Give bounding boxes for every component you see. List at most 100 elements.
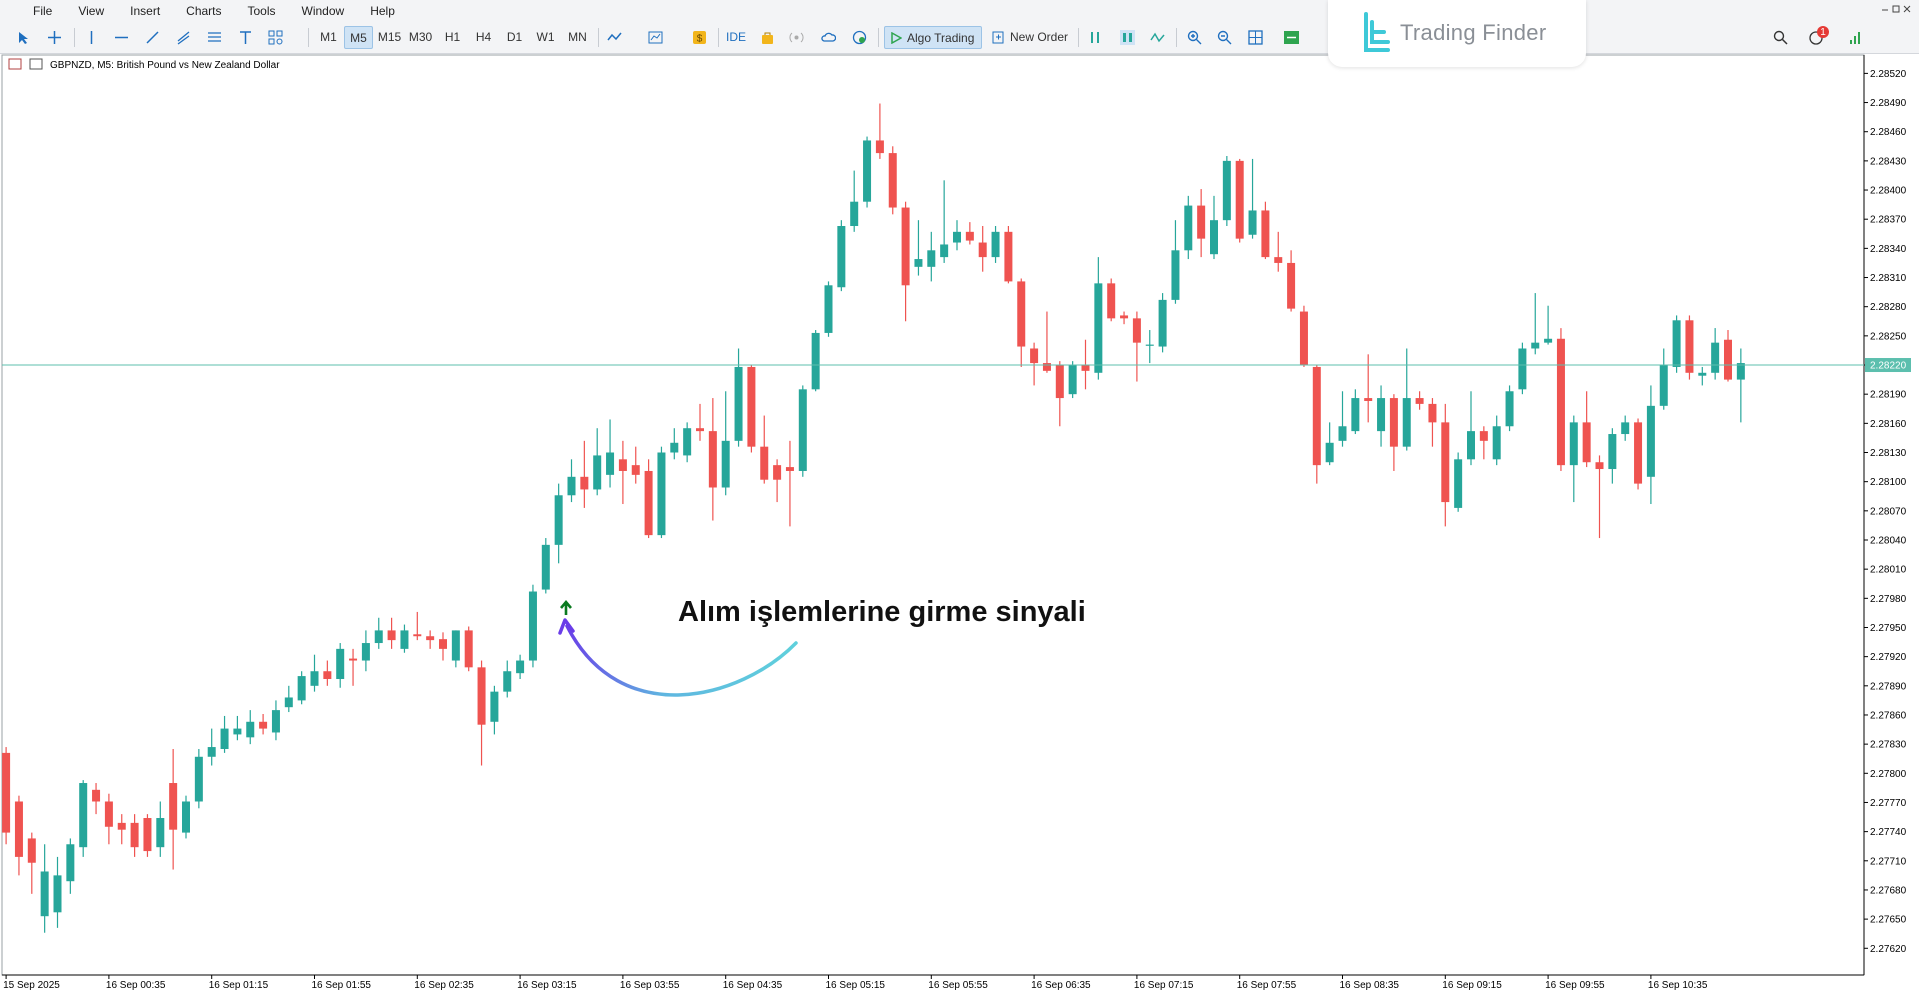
candle-body xyxy=(773,465,782,480)
timeframe-button[interactable]: M1 xyxy=(320,30,337,44)
timeframe-button[interactable]: M5 xyxy=(344,26,373,49)
menu-item[interactable]: Tools xyxy=(247,4,276,18)
candle-body xyxy=(1248,210,1257,235)
candle-body xyxy=(156,818,165,848)
y-tick-label: 2.27800 xyxy=(1870,769,1907,780)
y-tick-label: 2.28100 xyxy=(1870,477,1907,488)
template-icon[interactable] xyxy=(648,30,663,45)
candle-body xyxy=(811,332,820,390)
candle-body xyxy=(1441,422,1450,503)
candles-icon[interactable] xyxy=(1120,30,1135,45)
candle-body xyxy=(53,875,62,913)
menu-item[interactable]: Insert xyxy=(130,4,161,18)
window-controls[interactable] xyxy=(1880,4,1914,44)
vline-icon[interactable] xyxy=(84,30,99,45)
scroll-icon[interactable] xyxy=(1284,30,1299,45)
notification-icon[interactable] xyxy=(1808,25,1830,47)
timeframe-button[interactable]: M15 xyxy=(377,30,402,44)
y-tick-label: 2.28430 xyxy=(1870,156,1907,167)
indicator-icon[interactable] xyxy=(607,30,622,45)
signal-strength-icon[interactable] xyxy=(1848,30,1863,45)
y-tick-label: 2.27710 xyxy=(1870,856,1907,867)
timeframe-button[interactable]: W1 xyxy=(536,30,555,44)
candle-body xyxy=(837,226,846,288)
candle-body xyxy=(1197,205,1206,239)
candle-body xyxy=(130,822,139,848)
x-tick-label: 16 Sep 09:15 xyxy=(1442,980,1502,991)
candle-body xyxy=(143,818,152,852)
candle-body xyxy=(953,231,961,243)
candle-body xyxy=(1055,365,1064,399)
shapes-icon[interactable] xyxy=(268,30,283,45)
candle-body xyxy=(194,756,203,802)
candle-body xyxy=(554,495,563,545)
timeframe-button[interactable]: D1 xyxy=(506,30,523,44)
vps-icon[interactable] xyxy=(852,30,867,45)
ide-button[interactable]: IDE xyxy=(725,30,746,44)
x-tick-label: 16 Sep 04:35 xyxy=(723,980,783,991)
candle-body xyxy=(271,710,280,733)
candle-body xyxy=(785,467,794,471)
candle-body xyxy=(1402,398,1411,447)
x-tick-label: 16 Sep 07:55 xyxy=(1237,980,1297,991)
candle-body xyxy=(1107,283,1116,319)
menu-item[interactable]: View xyxy=(78,4,105,18)
candle-body xyxy=(426,636,435,641)
menu-item[interactable]: Help xyxy=(370,4,395,18)
y-tick-label: 2.28040 xyxy=(1870,535,1907,546)
signal-icon[interactable] xyxy=(789,30,804,45)
candle-body xyxy=(734,366,743,441)
y-tick-label: 2.27920 xyxy=(1870,652,1907,663)
candle-body xyxy=(503,671,512,692)
timeframe-button[interactable]: H1 xyxy=(444,30,461,44)
depth-icon[interactable] xyxy=(1088,30,1103,45)
bag-icon[interactable] xyxy=(760,30,775,45)
candle-body xyxy=(824,285,833,333)
new-order-button[interactable]: New Order xyxy=(989,26,1073,49)
timeframe-button[interactable]: H4 xyxy=(475,30,492,44)
menu-item[interactable]: Charts xyxy=(186,4,222,18)
tile-icon[interactable] xyxy=(1248,30,1263,45)
crosshair-icon[interactable] xyxy=(47,30,62,45)
x-tick-label: 16 Sep 03:55 xyxy=(620,980,680,991)
y-tick-label: 2.28010 xyxy=(1870,565,1907,576)
separator xyxy=(1078,28,1079,47)
timeframe-button[interactable]: MN xyxy=(568,30,587,44)
candle-body xyxy=(863,140,872,202)
algo-trading-button[interactable]: Algo Trading xyxy=(884,26,982,49)
candle-body xyxy=(490,691,499,722)
zoom-out-icon[interactable] xyxy=(1217,30,1232,45)
candle-body xyxy=(1454,459,1463,508)
text-icon[interactable] xyxy=(238,30,253,45)
x-tick-label: 16 Sep 07:15 xyxy=(1134,980,1194,991)
candle-body xyxy=(1582,422,1591,463)
line-icon[interactable] xyxy=(1150,30,1165,45)
menu-item[interactable]: Window xyxy=(301,4,345,18)
hline-icon[interactable] xyxy=(114,30,129,45)
y-tick-label: 2.27770 xyxy=(1870,798,1907,809)
candle-body xyxy=(169,783,178,830)
search-icon[interactable] xyxy=(1773,30,1788,45)
candle-body xyxy=(1274,257,1283,263)
candle-body xyxy=(1325,442,1334,463)
annotation-arrowhead xyxy=(558,618,575,635)
cursor-icon[interactable] xyxy=(16,30,31,45)
menu-item[interactable]: File xyxy=(33,4,53,18)
channel-icon[interactable] xyxy=(176,30,191,45)
y-tick-label: 2.27950 xyxy=(1870,623,1907,634)
x-tick-label: 16 Sep 02:35 xyxy=(414,980,474,991)
cloud-icon[interactable] xyxy=(821,30,836,45)
zoom-in-icon[interactable] xyxy=(1187,30,1202,45)
candle-body xyxy=(220,728,229,749)
candle-body xyxy=(1364,398,1373,401)
timeframe-button[interactable]: M30 xyxy=(408,30,433,44)
candle-body xyxy=(1261,210,1270,258)
fibo-icon[interactable] xyxy=(207,30,222,45)
candle-body xyxy=(580,476,589,490)
market-icon[interactable]: $ xyxy=(692,30,707,45)
candle-body xyxy=(79,783,88,848)
trendline-icon[interactable] xyxy=(145,30,160,45)
candle-body xyxy=(1518,348,1527,390)
separator xyxy=(878,28,879,47)
